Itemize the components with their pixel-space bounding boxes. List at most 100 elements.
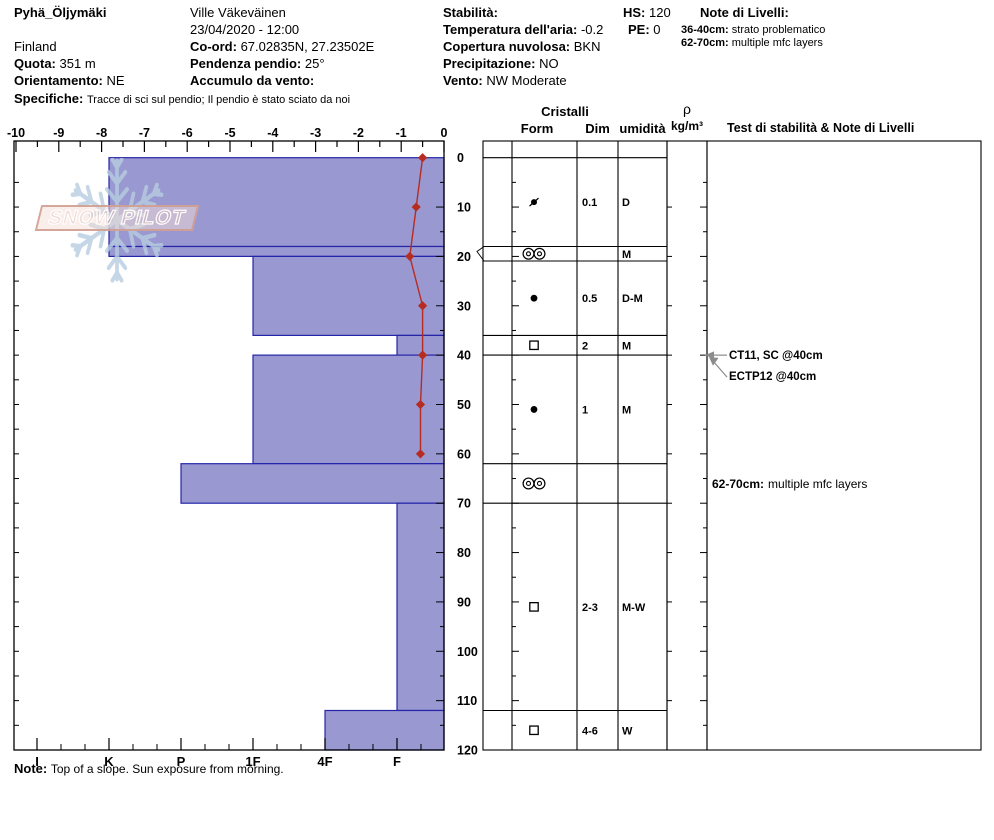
- copertura-line: Copertura nuvolosa: BKN: [443, 39, 600, 54]
- faceted-crystals-icon: [529, 725, 539, 736]
- temp-axis-label: -3: [310, 126, 321, 140]
- specifiche-label: Specifiche:: [14, 91, 84, 106]
- depth-label: 50: [457, 398, 471, 412]
- depth-label: 20: [457, 250, 471, 264]
- decomposing-fragments-icon: [529, 197, 539, 207]
- melt-freeze-crust-icon: [536, 480, 543, 487]
- hardness-bar: [108, 245, 445, 257]
- precipitazione-value: NO: [539, 56, 559, 71]
- temp-axis-label: -6: [182, 126, 193, 140]
- faceted-crystals-icon: [529, 340, 539, 351]
- depth-label: 70: [457, 497, 471, 511]
- note-livelli-title: Note di Livelli:: [700, 5, 789, 20]
- datetime: 23/04/2020 - 12:00: [190, 22, 300, 37]
- depth-label: 100: [457, 645, 478, 659]
- coord-value: 67.02835N, 27.23502E: [240, 39, 375, 54]
- pe-label: PE:: [628, 22, 650, 37]
- wetness-value: D: [622, 197, 630, 209]
- note-livelli-line-2: 62-70cm: multiple mfc layers: [681, 37, 823, 49]
- depth-label: 120: [457, 744, 478, 758]
- quota-line: Quota: 351 m: [14, 56, 96, 71]
- wetness-value: W: [622, 725, 633, 737]
- pendenza-label: Pendenza pendio:: [190, 56, 302, 71]
- hardness-axis-label: P: [177, 754, 186, 769]
- temp-axis-label: -7: [139, 126, 150, 140]
- note-range-2: 62-70cm:: [681, 37, 729, 49]
- temp-point: [418, 153, 428, 163]
- quota-label: Quota:: [14, 56, 56, 71]
- note-range-1: 36-40cm:: [681, 24, 729, 36]
- depth-label: 60: [457, 447, 471, 461]
- melt-freeze-crust-icon: [525, 251, 532, 257]
- temp-axis-label: -5: [224, 126, 235, 140]
- precipitazione-line: Precipitazione: NO: [443, 56, 559, 71]
- depth-label: 90: [457, 595, 471, 609]
- hardness-bar: [252, 354, 445, 465]
- melt-freeze-crust-icon: [522, 247, 535, 260]
- temp-point: [418, 350, 428, 360]
- country: Finland: [14, 39, 57, 54]
- vento-value: NW Moderate: [486, 73, 567, 88]
- melt-freeze-crust-icon: [522, 477, 535, 490]
- temp-axis-label: -2: [353, 126, 364, 140]
- wetness-value: M: [622, 340, 631, 352]
- hardness-axis-label: K: [104, 754, 114, 769]
- copertura-label: Copertura nuvolosa:: [443, 39, 571, 54]
- note-text-1: strato problematico: [731, 24, 826, 36]
- layer-note-label: 62-70cm: multiple mfc layers: [712, 477, 867, 491]
- orientamento-value: NE: [106, 73, 125, 88]
- precipitazione-label: Precipitazione:: [443, 56, 536, 71]
- melt-freeze-crust-icon: [525, 480, 532, 487]
- rounded-grains-icon: [530, 294, 538, 302]
- grain-size-value: 1: [582, 404, 588, 416]
- temperatura-label: Temperatura dell'aria:: [443, 22, 578, 37]
- temp-point: [405, 251, 415, 262]
- crystal-table-box: [482, 140, 668, 751]
- grain-size-value: 2-3: [582, 602, 598, 614]
- rounded-grains-icon: [530, 406, 538, 413]
- tests-header: Test di stabilità & Note di Livelli: [727, 121, 915, 135]
- copertura-value: BKN: [573, 39, 601, 54]
- depth-label: 30: [457, 299, 471, 313]
- melt-freeze-crust-icon: [536, 251, 543, 257]
- depth-label: 40: [457, 349, 471, 363]
- hardness-axis-label: F: [393, 754, 401, 769]
- stabilita-line: Stabilità:: [443, 5, 498, 20]
- temperatura-value: -0.2: [580, 22, 604, 37]
- specifiche-line: Specifiche: Tracce di sci sul pendio; Il…: [14, 91, 350, 108]
- stability-test-label: ECTP12 @40cm: [729, 371, 816, 383]
- dim-header: Dim: [585, 121, 610, 136]
- stability-test-label: CT11, SC @40cm: [729, 350, 823, 362]
- temp-axis-label: -8: [96, 126, 107, 140]
- vento-line: Vento: NW Moderate: [443, 73, 567, 88]
- umidita-header: umidità: [619, 121, 666, 136]
- specifiche-value: Tracce di sci sul pendio; Il pendio è st…: [86, 94, 351, 106]
- temp-point: [415, 449, 426, 459]
- grain-size-value: 0.1: [582, 197, 597, 209]
- wetness-value: M-W: [622, 602, 646, 614]
- pe-value: 0: [653, 22, 661, 37]
- pendenza-value: 25°: [304, 56, 325, 71]
- coord-label: Co-ord:: [190, 39, 237, 54]
- hardness-axis-label: I: [35, 754, 39, 769]
- grain-size-value: 0.5: [582, 293, 597, 305]
- hardness-bar: [252, 255, 445, 336]
- test-panel-box: [706, 140, 982, 751]
- density-column-box: [666, 140, 708, 751]
- cristalli-header: Cristalli: [541, 104, 589, 119]
- footer-note: Note: Top of a slope. Sun exposure from …: [14, 761, 284, 776]
- grain-size-value: 4-6: [582, 725, 598, 737]
- melt-freeze-crust-icon: [533, 247, 546, 260]
- form-header: Form: [520, 121, 554, 136]
- hardness-bar: [108, 157, 445, 248]
- temp-point: [415, 399, 426, 410]
- hardness-axis-label: 1F: [245, 754, 260, 769]
- depth-label: 0: [457, 151, 464, 165]
- note-livelli-line-1: 36-40cm: strato problematico: [681, 24, 825, 36]
- coord-line: Co-ord: 67.02835N, 27.23502E: [190, 39, 374, 54]
- depth-label: 110: [457, 694, 477, 708]
- pe-line: PE: 0: [628, 22, 661, 37]
- hs-label: HS:: [623, 5, 646, 20]
